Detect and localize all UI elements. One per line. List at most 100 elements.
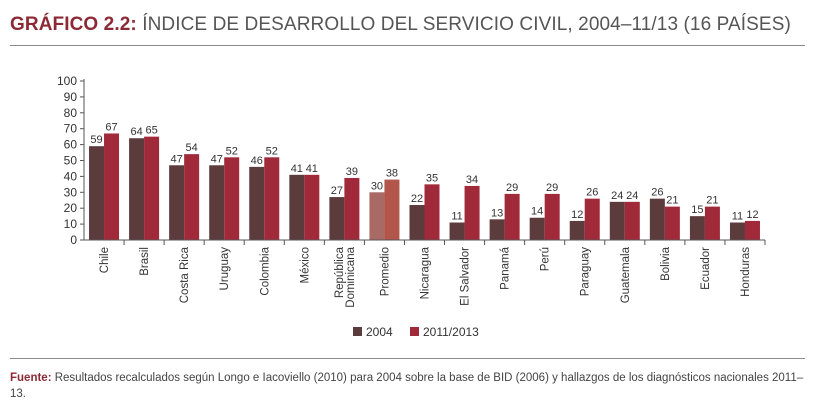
y-tick-label: 60 <box>64 138 78 152</box>
title-prefix: GRÁFICO 2.2: <box>10 14 137 35</box>
y-tick-label: 90 <box>64 90 78 104</box>
x-tick-label: Uruguay <box>219 247 231 291</box>
source-divider <box>10 358 805 359</box>
x-tick-label: Costa Rica <box>179 246 191 303</box>
x-tick-label: Nicaragua <box>420 246 432 299</box>
bar-2004 <box>129 138 145 240</box>
bar-2004 <box>209 165 225 240</box>
y-tick-label: 40 <box>64 169 78 183</box>
title-text: ÍNDICE DE DESARROLLO DEL SERVICIO CIVIL,… <box>136 14 791 35</box>
data-label-2004: 30 <box>371 180 383 192</box>
bar-2011-2013 <box>544 193 560 240</box>
bar-2004 <box>609 201 625 240</box>
source-text: Resultados recalculados según Longo e Ia… <box>10 372 804 400</box>
data-label-2011-2013: 26 <box>586 187 598 199</box>
data-label-2004: 64 <box>130 126 142 138</box>
bar-2011-2013 <box>504 193 520 240</box>
data-label-2011-2013: 34 <box>466 174 478 186</box>
x-tick-label: El Salvador <box>460 247 472 306</box>
bar-2004 <box>569 220 585 240</box>
data-label-2004: 24 <box>611 190 623 202</box>
y-tick-label: 20 <box>64 201 78 215</box>
x-tick-label: Bolivia <box>660 246 672 280</box>
bar-2011-2013 <box>344 177 360 240</box>
bar-2004 <box>689 216 705 240</box>
y-tick-label: 10 <box>64 217 78 231</box>
data-label-2011-2013: 65 <box>145 125 157 137</box>
bar-2011-2013 <box>744 220 760 240</box>
bar-2004 <box>649 198 665 240</box>
bar-2004 <box>369 192 385 240</box>
bar-2004 <box>329 197 345 240</box>
y-tick-label: 30 <box>64 185 78 199</box>
data-label-2004: 47 <box>211 153 223 165</box>
data-label-2004: 15 <box>691 204 703 216</box>
x-tick-label: República <box>334 246 346 298</box>
data-label-2004: 22 <box>411 193 423 205</box>
data-label-2004: 27 <box>331 185 343 197</box>
x-tick-label: Perú <box>540 247 552 271</box>
data-label-2004: 11 <box>451 211 462 223</box>
bar-2011-2013 <box>264 157 280 240</box>
bar-2004 <box>729 222 745 240</box>
data-label-2011-2013: 54 <box>186 142 198 154</box>
x-tick-label: Chile <box>99 247 111 273</box>
bar-2011-2013 <box>424 184 440 240</box>
bar-2011-2013 <box>104 133 120 240</box>
source-note: Fuente: Resultados recalculados según Lo… <box>10 370 805 402</box>
bar-2004 <box>449 222 465 240</box>
data-label-2011-2013: 29 <box>546 182 558 194</box>
x-tick-label: Dominicana <box>345 246 357 307</box>
data-label-2011-2013: 35 <box>426 172 438 184</box>
legend-swatch-2011-2013 <box>410 327 419 336</box>
bar-2004 <box>249 166 265 240</box>
bar-2004 <box>289 174 305 240</box>
y-tick-label: 70 <box>64 122 78 136</box>
bar-2004 <box>89 146 105 240</box>
data-label-2004: 26 <box>651 187 663 199</box>
data-label-2004: 47 <box>171 153 183 165</box>
data-label-2011-2013: 52 <box>266 145 278 157</box>
data-label-2011-2013: 12 <box>746 209 758 221</box>
y-tick-label: 50 <box>64 154 78 168</box>
bar-2004 <box>169 165 185 240</box>
bar-2011-2013 <box>664 206 680 240</box>
bar-2004 <box>529 217 545 240</box>
bar-2011-2013 <box>184 154 200 240</box>
bar-2011-2013 <box>144 136 160 240</box>
data-label-2004: 41 <box>291 163 303 175</box>
data-label-2011-2013: 21 <box>706 195 718 207</box>
bar-2004 <box>489 219 505 240</box>
data-label-2004: 12 <box>571 209 583 221</box>
legend-label-2011-2013: 2011/2013 <box>423 325 479 339</box>
bar-2011-2013 <box>464 185 480 240</box>
x-tick-label: Colombia <box>259 246 271 295</box>
x-tick-label: Promedio <box>379 247 391 296</box>
bar-2011-2013 <box>304 174 320 240</box>
bar-2004 <box>409 205 425 240</box>
bar-2011-2013 <box>224 157 240 240</box>
x-tick-label: Honduras <box>740 247 752 297</box>
data-label-2011-2013: 38 <box>386 168 398 180</box>
y-tick-label: 0 <box>70 233 77 247</box>
data-label-2004: 11 <box>732 211 743 223</box>
x-tick-label: Brasil <box>139 247 151 276</box>
legend-label-2004: 2004 <box>366 325 393 339</box>
x-tick-label: Ecuador <box>700 247 712 290</box>
data-label-2011-2013: 29 <box>506 182 518 194</box>
data-label-2004: 59 <box>90 134 102 146</box>
x-tick-label: México <box>299 247 311 283</box>
data-label-2011-2013: 52 <box>226 145 238 157</box>
title-divider <box>10 45 805 46</box>
y-tick-label: 80 <box>64 106 78 120</box>
x-tick-label: Paraguay <box>580 247 592 296</box>
legend-swatch-2004 <box>353 327 362 336</box>
data-label-2011-2013: 24 <box>626 190 638 202</box>
data-label-2011-2013: 67 <box>105 121 117 133</box>
data-label-2004: 46 <box>251 155 263 167</box>
source-label: Fuente: <box>10 372 52 384</box>
bar-2011-2013 <box>384 179 400 240</box>
data-label-2011-2013: 21 <box>666 195 678 207</box>
x-tick-label: Guatemala <box>620 246 632 303</box>
data-label-2004: 13 <box>491 207 503 219</box>
